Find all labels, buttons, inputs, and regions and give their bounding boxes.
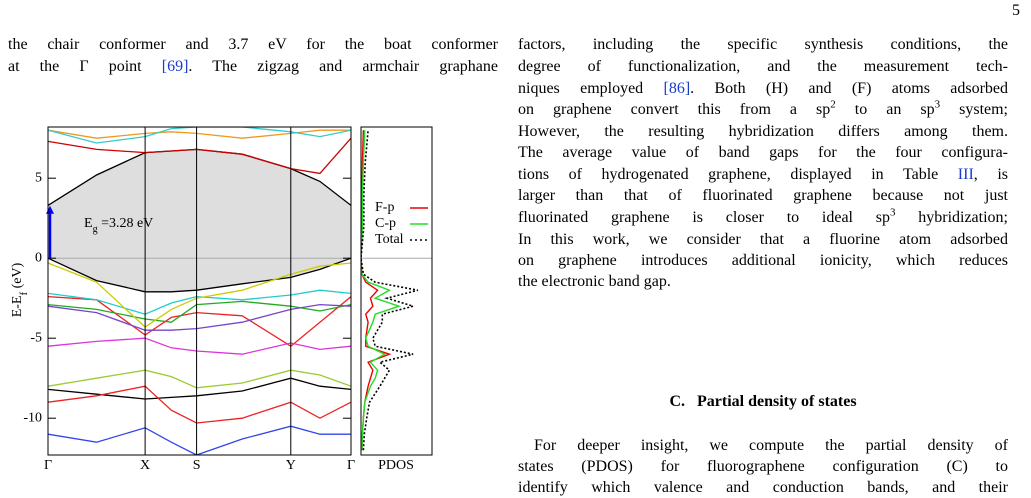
text-line: niques employed [86]. Both (H) and (F) a… xyxy=(518,79,1008,99)
text-line: However, the resulting hybridization dif… xyxy=(518,122,1008,142)
label-part: (eV) xyxy=(10,262,25,291)
band xyxy=(48,385,351,424)
text: degree of functionalization, and the mea… xyxy=(518,58,1008,75)
pdos-plot xyxy=(361,130,432,451)
superscript: 3 xyxy=(889,206,896,219)
text: the chair conformer and 3.7 eV for the b… xyxy=(8,36,498,53)
band xyxy=(48,127,351,144)
label-subscript: g xyxy=(93,224,98,235)
section-number: C. xyxy=(669,393,686,410)
y-axis-label: E-Ef (eV) xyxy=(10,262,29,317)
text: identify which valence and conduction ba… xyxy=(518,479,1008,496)
text-line: at the Γ point [69]. The zigzag and armc… xyxy=(8,57,498,77)
y-tick-label: 0 xyxy=(35,250,42,265)
text-line: tions of hydrogenated graphene, displaye… xyxy=(518,165,1008,185)
text: In this work, we consider that a fluorin… xyxy=(518,231,1008,248)
legend-label: F-p xyxy=(375,200,394,215)
gap-annotation: Eg =3.28 eV xyxy=(84,216,153,235)
text: the electronic band gap. xyxy=(518,273,671,290)
x-tick-label: S xyxy=(193,458,201,473)
citation[interactable]: [86] xyxy=(663,80,691,97)
text: , is xyxy=(973,166,1009,183)
text: states (PDOS) for fluorographene configu… xyxy=(518,458,1008,475)
text: system; xyxy=(940,101,1009,118)
text: . The zigzag and armchair graphane xyxy=(188,58,499,75)
text-line: on graphene convert this from a sp2 to a… xyxy=(518,98,1009,120)
section-title: Partial density of states xyxy=(697,393,857,410)
legend-label: C-p xyxy=(375,216,396,231)
pdos-curve xyxy=(361,130,402,451)
x-tick-label: Y xyxy=(286,458,296,473)
text: factors, including the specific synthesi… xyxy=(518,36,1008,53)
text-line: fluorinated graphene is closer to ideal … xyxy=(518,206,1008,228)
text: . Both (H) and (F) atoms adsorbed xyxy=(690,80,1008,97)
label-part: E xyxy=(84,216,93,231)
text: For deeper insight, we compute the parti… xyxy=(534,437,1008,454)
text-line: on graphene introduces additional ionici… xyxy=(518,251,1008,271)
legend-label: Total xyxy=(375,232,404,247)
text-line: degree of functionalization, and the mea… xyxy=(518,57,1008,77)
x-tick-label: Γ xyxy=(44,458,52,473)
y-tick-label: 5 xyxy=(35,170,42,185)
text-line: For deeper insight, we compute the parti… xyxy=(518,436,1008,456)
band xyxy=(48,425,351,455)
pdos-curve xyxy=(361,130,419,451)
text-line: larger than that of fluorinated graphene… xyxy=(518,186,1008,206)
text: hybridization; xyxy=(895,209,1008,226)
x-tick-label: Γ xyxy=(347,458,355,473)
text-line: the electronic band gap. xyxy=(518,272,1008,292)
section-heading: C. Partial density of states xyxy=(518,393,1008,411)
text-line: The average value of band gaps for the f… xyxy=(518,143,1008,163)
band xyxy=(48,369,351,389)
band xyxy=(48,337,351,355)
table-ref[interactable]: III xyxy=(957,166,974,183)
text-line: identify which valence and conduction ba… xyxy=(518,478,1008,498)
label-part: E-E xyxy=(10,296,25,318)
label-subscript: f xyxy=(18,292,30,296)
text: tions of hydrogenated graphene, displaye… xyxy=(518,166,958,183)
y-tick-label: -5 xyxy=(30,330,42,345)
label-part: =3.28 eV xyxy=(98,216,154,231)
x-tick-label: X xyxy=(140,458,150,473)
text: However, the resulting hybridization dif… xyxy=(518,123,1008,140)
citation[interactable]: [69] xyxy=(161,58,189,75)
text-line: factors, including the specific synthesi… xyxy=(518,35,1008,55)
text: on graphene introduces additional ionici… xyxy=(518,252,1008,269)
band xyxy=(48,289,351,315)
text: on graphene convert this from a sp xyxy=(518,101,831,118)
text-line: the chair conformer and 3.7 eV for the b… xyxy=(8,35,498,55)
superscript: 2 xyxy=(830,98,836,111)
text: larger than that of fluorinated graphene… xyxy=(518,187,1008,204)
page-number: 5 xyxy=(1012,2,1020,19)
figure: E-Ef (eV) PDOS Eg =3.28 eV Γ X S Y Γ -10 -5 0 5 F… xyxy=(10,126,433,473)
pdos-frame xyxy=(360,126,433,456)
plot-frame xyxy=(47,126,352,456)
text: fluorinated graphene is closer to ideal … xyxy=(518,209,890,226)
text: niques employed xyxy=(518,80,664,97)
text: at the Γ point xyxy=(8,58,162,75)
superscript: 3 xyxy=(934,98,941,111)
text-line: In this work, we consider that a fluorin… xyxy=(518,230,1008,250)
text-line: states (PDOS) for fluorographene configu… xyxy=(518,457,1008,477)
band-plot xyxy=(48,127,351,455)
text: to an sp xyxy=(835,101,935,118)
x-axis-label: PDOS xyxy=(378,458,414,473)
gap-shade xyxy=(48,149,351,292)
y-tick-label: -10 xyxy=(23,410,42,425)
text: The average value of band gaps for the f… xyxy=(518,144,1008,161)
